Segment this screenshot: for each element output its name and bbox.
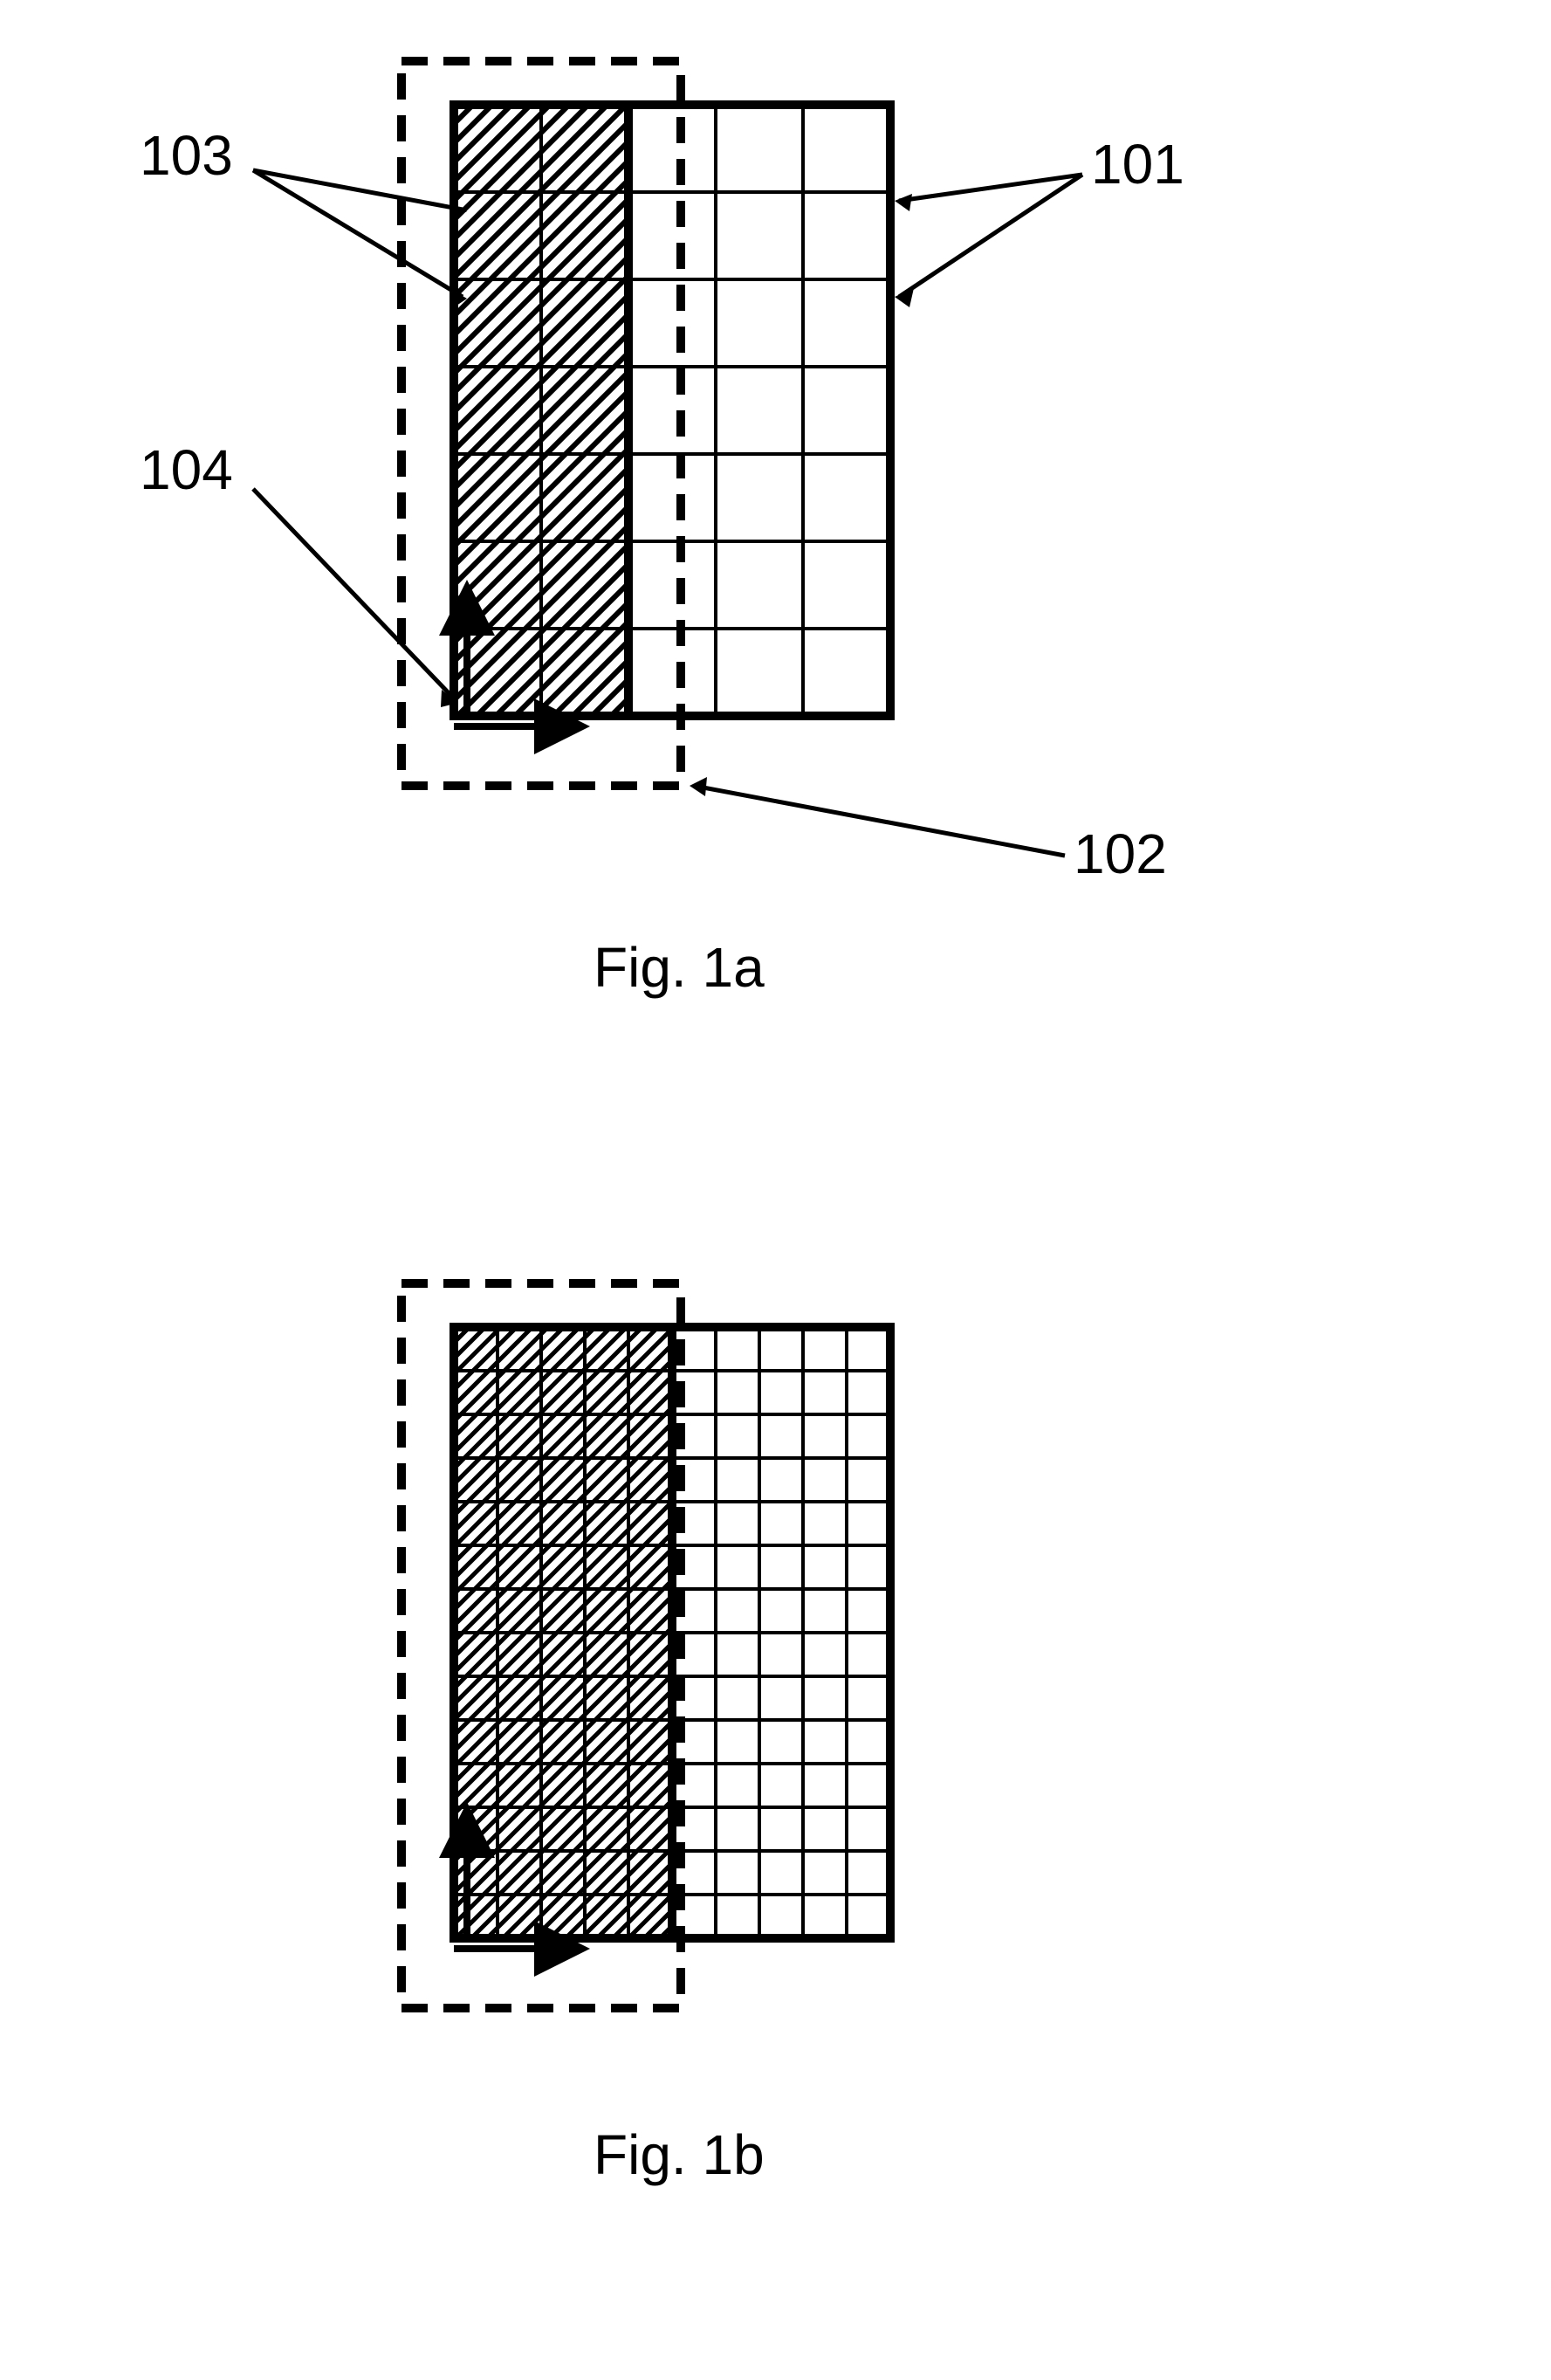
leader-101b xyxy=(899,175,1082,297)
caption-1a: Fig. 1a xyxy=(594,936,765,999)
label-103: 103 xyxy=(140,124,233,187)
label-102: 102 xyxy=(1074,822,1167,885)
leader-102 xyxy=(694,786,1065,856)
label-101: 101 xyxy=(1091,133,1184,196)
label-104: 104 xyxy=(140,438,233,501)
grid-a xyxy=(401,61,890,786)
figure-1a: 103 104 101 102 Fig. 1a xyxy=(0,0,1551,1135)
leader-101a xyxy=(899,175,1082,201)
leader-104 xyxy=(253,489,454,698)
grid-b xyxy=(401,1283,890,2008)
figure-1b: Fig. 1b xyxy=(0,1222,1551,2357)
page: 103 104 101 102 Fig. 1a xyxy=(0,0,1551,2380)
caption-1b: Fig. 1b xyxy=(594,2123,765,2186)
